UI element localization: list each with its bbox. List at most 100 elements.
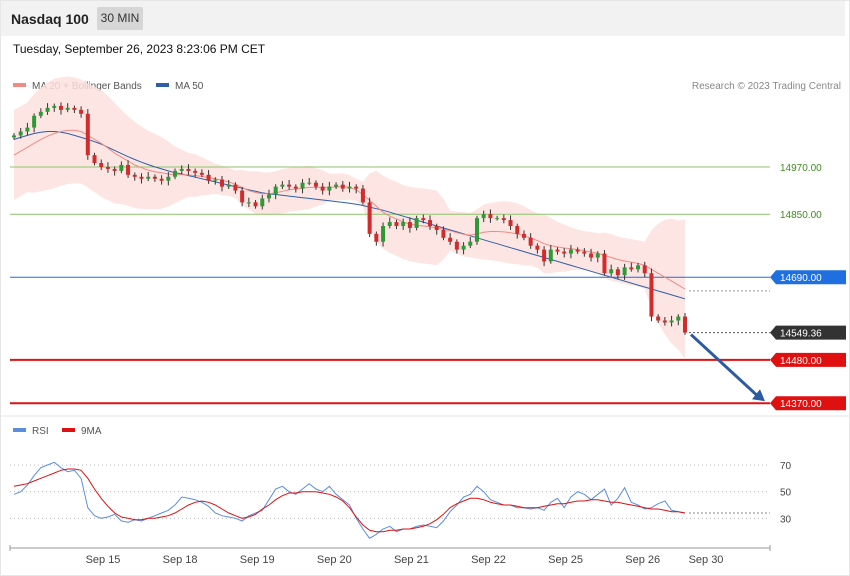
rsi-series-RSI [13,461,686,539]
research-credit: Research © 2023 Trading Central [691,81,841,92]
candle-body [575,249,580,252]
ma50-line [13,131,686,300]
candle-body [622,267,627,276]
candle-body [246,202,251,204]
candle-body [428,220,433,226]
level-tag-14370.00: 14370.00 [770,396,846,411]
candle-body [45,107,50,112]
candle-body [334,184,339,187]
level-label-14970.00: 14970.00 [780,163,822,174]
candle-body [468,241,473,246]
candle-body [542,249,547,262]
candle-body [179,168,184,171]
x-tick-label: Sep 30 [689,554,724,566]
x-tick-label: Sep 19 [240,554,275,566]
candle-body [521,233,526,238]
candle-body [387,222,392,226]
candle-body [58,105,63,110]
candle-body [287,184,292,187]
candle-body [313,182,318,187]
candle-body [12,135,16,138]
forecast-arrow-head [752,389,765,402]
rsi-swatch [13,428,26,433]
candle-body [642,265,647,274]
candle-body [199,172,204,175]
candle-body [589,253,594,258]
rsi-tick-50: 50 [780,488,792,499]
candle-body [38,111,43,116]
instrument-title: Nasdaq 100 [11,11,89,27]
candle-body [602,253,607,274]
candle-body [293,186,298,189]
candle-body [495,218,500,220]
level-tag-14370.00-bg [770,396,846,411]
candle-body [347,186,352,189]
candle-body [656,316,661,321]
candle-body [374,233,379,242]
candle-body [260,198,265,207]
chart-timestamp: Tuesday, September 26, 2023 8:23:06 PM C… [13,42,266,56]
candle-body [85,113,90,156]
candle-body [528,237,533,246]
candle-body [72,107,77,110]
candle-body [18,131,23,136]
candle-body [501,218,506,221]
candle-body [474,218,479,242]
candle-body [609,269,614,274]
candle-body [126,164,131,175]
candle-body [307,182,312,184]
last-price-tag-text: 14549.36 [780,329,822,340]
candle-body [394,222,399,226]
candle-body [568,249,573,254]
last-price-tag: 14549.36 [770,325,846,340]
candle-body [535,245,540,250]
legend-ma50: MA 50 [156,81,203,92]
candle-body [32,115,37,128]
legend-rsi: RSI [13,426,49,437]
candle-body [99,163,104,167]
rsi-series-9MA [13,468,686,533]
candle-body [220,179,225,187]
level-tag-14690.00: 14690.00 [770,270,846,285]
candle-body [615,269,620,276]
candle-body [360,188,365,203]
x-tick-label: Sep 25 [548,554,583,566]
rsi-panel: 70 50 30 [10,461,792,539]
candle-body [206,174,211,181]
candle-body [327,186,332,191]
candle-body [421,218,426,221]
candle-body [273,186,278,195]
candle-body [240,190,245,203]
level-tag-14480.00-bg [770,352,846,367]
candle-body [367,202,372,234]
interval-button[interactable]: 30 MIN [97,7,143,30]
candle-body [488,214,493,219]
candle-body [595,253,600,258]
candle-body [401,222,406,226]
candle-body [407,222,412,228]
x-tick-label: Sep 18 [163,554,198,566]
candle-body [461,245,466,250]
candle-body [146,176,151,179]
bollinger-band [14,76,685,359]
level-tag-14690.00-bg [770,270,846,285]
candle-body [119,164,124,171]
last-price-tag-bg [770,325,846,340]
candle-body [139,176,144,179]
candle-body [582,251,587,254]
candle-body [233,184,238,191]
rsi-tick-30: 30 [780,514,792,525]
candle-body [186,168,191,171]
candle-body [515,226,520,234]
ma20-swatch [13,83,26,88]
candle-body [132,174,137,177]
candle-body [166,176,171,181]
legend-9ma: 9MA [62,426,102,437]
candle-body [481,214,486,219]
x-tick-label: Sep 26 [625,554,660,566]
candle-body [226,184,231,187]
candle-body [65,107,70,110]
level-tag-14370.00-text: 14370.00 [780,399,822,410]
9ma-swatch [62,428,75,433]
